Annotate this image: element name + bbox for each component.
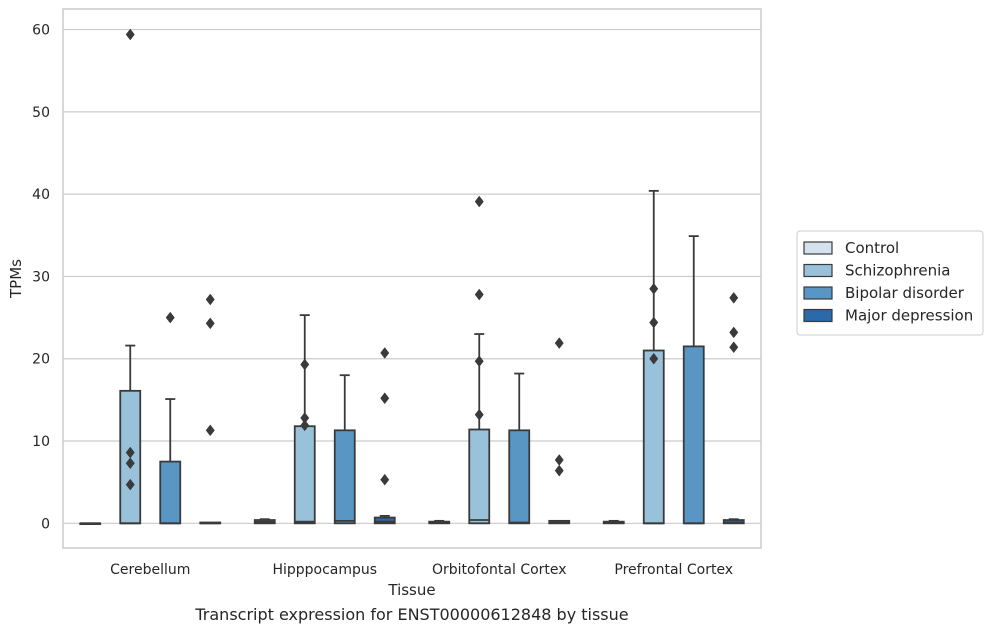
y-axis-label: TPMs xyxy=(7,259,25,299)
legend-label: Schizophrenia xyxy=(845,262,950,280)
plot-frame xyxy=(62,8,762,549)
outlier-point xyxy=(649,316,659,329)
outlier-point xyxy=(554,454,564,466)
box-group xyxy=(373,347,396,525)
outlier-point xyxy=(474,288,484,301)
x-tick-labels: Cerebellum Hipppocampus Orbitofontal Corte… xyxy=(110,562,733,578)
box xyxy=(468,428,491,525)
figure-caption: Transcript expression for ENST0000061284… xyxy=(195,605,629,624)
x-tick-label: Cerebellum xyxy=(110,562,190,578)
x-axis-label: Tissue xyxy=(387,581,435,599)
outlier-point xyxy=(474,195,484,208)
outlier-point xyxy=(300,419,310,432)
outlier-point xyxy=(729,291,739,304)
box xyxy=(159,460,182,525)
box xyxy=(508,429,531,525)
outlier-point xyxy=(205,293,215,306)
outlier-point xyxy=(380,473,390,486)
outlier-point xyxy=(474,355,484,368)
y-tick-label: 30 xyxy=(32,269,50,285)
box-group xyxy=(333,374,356,525)
legend-swatch xyxy=(803,308,833,323)
legend-swatch xyxy=(803,263,833,278)
legend-label: Major depression xyxy=(845,307,973,325)
box-group xyxy=(119,28,142,525)
legend-label: Control xyxy=(845,239,899,257)
grid-lines xyxy=(63,28,761,524)
box-group xyxy=(508,372,531,525)
box-group xyxy=(428,519,451,525)
box-group xyxy=(722,291,745,525)
outlier-point xyxy=(554,464,564,477)
outlier-point xyxy=(380,392,390,405)
box-group xyxy=(199,293,222,525)
outlier-point xyxy=(649,282,659,295)
x-tick-label: Orbitofontal Cortex xyxy=(432,562,567,578)
legend: Control Schizophrenia Bipolar disorder Majo… xyxy=(796,230,984,336)
box-group xyxy=(79,522,102,526)
outlier-point xyxy=(729,326,739,339)
box xyxy=(333,429,356,525)
outlier-point xyxy=(300,358,310,371)
box xyxy=(642,349,665,525)
y-tick-label: 50 xyxy=(32,105,50,121)
x-tick-label: Prefrontal Cortex xyxy=(614,562,733,578)
y-tick-label: 40 xyxy=(32,187,50,203)
y-tick-labels: 0 10 20 30 40 50 60 xyxy=(32,23,50,533)
y-tick-label: 20 xyxy=(32,352,50,368)
outlier-point xyxy=(165,311,175,324)
box-group xyxy=(642,189,665,525)
outlier-point xyxy=(474,408,484,421)
outlier-point xyxy=(729,341,739,354)
x-tick-label: Hipppocampus xyxy=(272,562,377,578)
y-tick-label: 10 xyxy=(32,434,50,450)
outlier-point xyxy=(554,337,564,349)
outlier-point xyxy=(380,347,390,359)
box-group xyxy=(602,519,625,525)
outlier-point xyxy=(649,352,659,365)
outlier-point xyxy=(125,28,135,41)
outlier-point xyxy=(205,424,215,437)
legend-frame xyxy=(796,230,984,336)
legend-swatch xyxy=(803,286,833,300)
box-group xyxy=(159,311,182,525)
legend-label: Bipolar disorder xyxy=(845,284,965,302)
y-tick-label: 60 xyxy=(32,23,50,39)
box xyxy=(373,516,396,525)
y-tick-label: 0 xyxy=(41,516,50,532)
box-plots xyxy=(79,28,745,526)
box xyxy=(682,345,705,525)
box-group xyxy=(682,235,705,525)
box-group xyxy=(548,337,571,525)
outlier-point xyxy=(125,457,135,470)
box-group xyxy=(293,314,316,525)
box-group xyxy=(468,195,491,525)
legend-swatch xyxy=(803,241,833,255)
outlier-point xyxy=(125,478,135,491)
box-group xyxy=(253,518,276,525)
outlier-point xyxy=(205,317,215,330)
box xyxy=(293,425,316,525)
